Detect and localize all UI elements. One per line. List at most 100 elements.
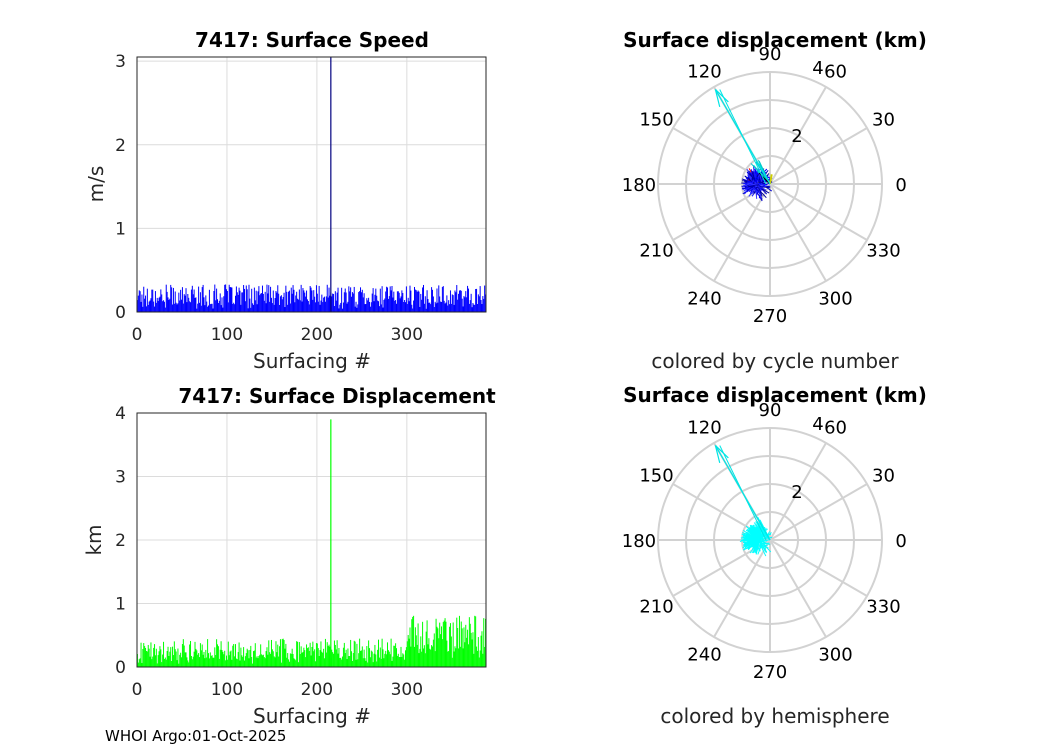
speed-grid	[136, 57, 486, 313]
polar-spoke	[713, 183, 771, 282]
displacement-vector	[754, 543, 761, 551]
displacement-vector	[760, 545, 767, 557]
polar-spoke	[769, 86, 827, 185]
polar-spoke	[769, 539, 868, 597]
displacement-vector	[749, 536, 753, 541]
polar-spoke	[713, 539, 771, 638]
displacement-vector	[755, 177, 762, 183]
displacement-vector	[758, 173, 763, 183]
y-tick-label: 1	[115, 219, 126, 239]
displacement-vector	[747, 180, 753, 184]
displacement-vector	[756, 541, 760, 551]
polar-angle-label: 300	[818, 644, 852, 665]
displacement-vector	[743, 183, 754, 192]
displacement-y-tick-labels: 0 1 2 3 4	[115, 404, 126, 678]
max-displacement-arrow-2	[719, 445, 767, 541]
displacement-vector	[751, 172, 756, 180]
polar-angle-label: 210	[639, 597, 673, 618]
arrowhead	[714, 445, 721, 464]
polar-spoke	[672, 183, 771, 241]
displacement-vector	[743, 540, 753, 551]
displacement-vector	[757, 533, 762, 536]
displacement-vector	[758, 172, 771, 185]
polar-radius-label: 4	[812, 414, 823, 435]
displacement-y-axis-label: km	[82, 524, 106, 555]
displacement-vector	[749, 187, 753, 191]
arrowhead	[714, 89, 721, 108]
displacement-vector	[747, 184, 759, 188]
x-tick-label: 200	[301, 325, 333, 345]
polar-hemisphere-caption: colored by hemisphere	[660, 704, 889, 728]
displacement-chart-title: 7417: Surface Displacement	[178, 384, 496, 408]
displacement-axes-frame	[136, 412, 487, 668]
polar-angle-label: 0	[895, 531, 906, 552]
displacement-vector	[749, 181, 753, 184]
polar-angle-label: 180	[622, 175, 656, 196]
x-tick-label: 100	[211, 680, 243, 700]
displacement-vector	[753, 542, 758, 551]
polar-angle-label: 120	[687, 62, 721, 83]
y-tick-label: 3	[115, 52, 126, 72]
polar-spoke	[769, 127, 868, 185]
speed-chart-title: 7417: Surface Speed	[195, 28, 429, 52]
displacement-vector	[749, 530, 754, 537]
displacement-vector	[749, 541, 759, 554]
speed-axes-frame	[136, 56, 487, 313]
displacement-grid	[136, 412, 486, 668]
displacement-vector	[757, 182, 767, 188]
polar-angle-label: 60	[824, 418, 847, 439]
displacement-vector	[769, 174, 773, 185]
displacement-vector	[756, 178, 759, 183]
polar-angle-label: 270	[753, 306, 787, 327]
polar-angle-label: 0	[895, 175, 906, 196]
polar-angle-label: 210	[639, 241, 673, 262]
displacement-vector	[754, 539, 760, 543]
displacement-vector	[757, 538, 771, 544]
polar-angle-label: 300	[818, 288, 852, 309]
speed-y-axis-label: m/s	[84, 166, 108, 203]
y-tick-label: 1	[115, 595, 126, 615]
polar-displacement-by-hemisphere: Surface displacement (km) 90603003303002…	[622, 383, 927, 728]
y-tick-label: 3	[115, 468, 126, 488]
polar-angle-label: 150	[639, 109, 673, 130]
displacement-vector	[757, 185, 771, 188]
displacement-vector	[746, 182, 757, 186]
polar-angle-label: 90	[759, 44, 782, 65]
polar-spoke	[769, 539, 827, 638]
y-tick-label: 2	[115, 136, 126, 156]
polar-spoke	[769, 442, 827, 541]
speed-x-axis-label: Surfacing #	[253, 349, 371, 373]
arrowhead	[714, 444, 729, 459]
y-tick-label: 2	[115, 531, 126, 551]
polar-angle-label: 90	[759, 400, 782, 421]
polar-angle-label: 180	[622, 531, 656, 552]
x-tick-label: 200	[301, 680, 333, 700]
x-tick-label: 300	[391, 325, 423, 345]
speed-bars	[136, 57, 487, 312]
speed-y-tick-labels: 0 1 2 3	[115, 52, 126, 323]
polar-angle-label: 120	[687, 418, 721, 439]
displacement-bars	[136, 419, 487, 667]
polar-cycle-caption: colored by cycle number	[651, 349, 899, 373]
displacement-vector	[748, 175, 753, 181]
polar-angle-label: 150	[639, 465, 673, 486]
displacement-vector	[759, 537, 763, 539]
polar-angle-label: 330	[866, 241, 900, 262]
x-tick-label: 0	[132, 680, 143, 700]
displacement-vector	[760, 542, 771, 545]
displacement-vector	[747, 528, 757, 535]
polar-displacement-by-cycle: Surface displacement (km) 90603003303002…	[622, 28, 927, 373]
x-tick-label: 0	[132, 325, 143, 345]
polar-angle-label: 330	[866, 597, 900, 618]
displacement-vector	[762, 541, 767, 550]
displacement-vector	[756, 540, 762, 545]
x-tick-label: 100	[211, 325, 243, 345]
polar-angle-label: 30	[872, 465, 895, 486]
polar-angle-label: 60	[824, 62, 847, 83]
footer-credit: WHOI Argo:01-Oct-2025	[105, 727, 286, 745]
surface-speed-chart: 7417: Surface Speed 0 100 200 300 0 1 2 3 Surf…	[84, 28, 487, 373]
max-displacement-arrow-2	[719, 89, 767, 185]
polar-spoke	[769, 183, 868, 241]
